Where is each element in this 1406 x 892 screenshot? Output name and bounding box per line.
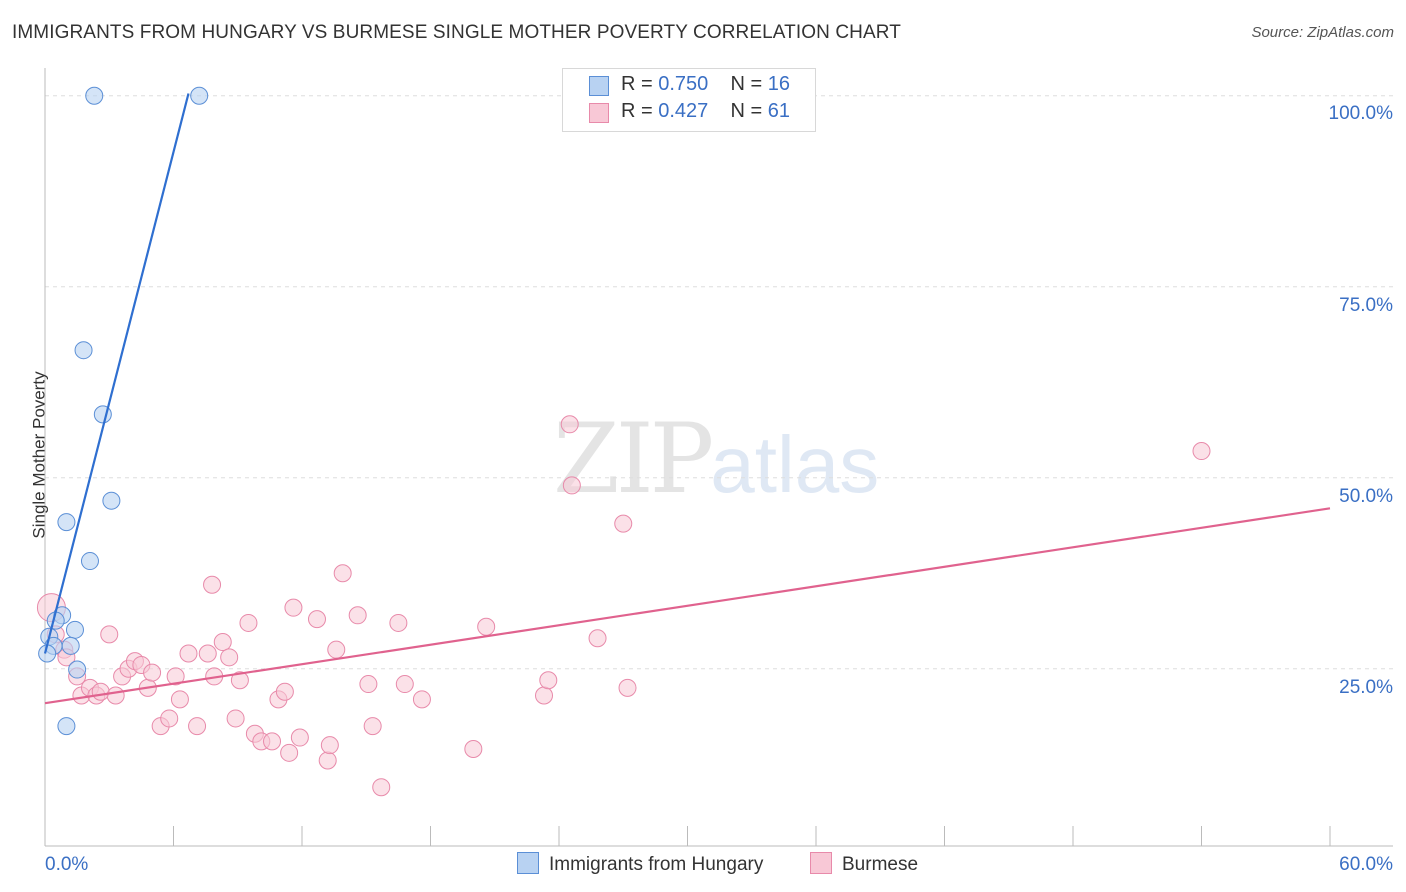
burmese-point-57 bbox=[614, 514, 633, 533]
legend-swatch-hungary bbox=[589, 76, 609, 96]
source-label: Source: ZipAtlas.com bbox=[1251, 24, 1394, 41]
burmese-point-15 bbox=[143, 663, 162, 682]
x-tick-label-0: 0.0% bbox=[45, 854, 88, 875]
burmese-points bbox=[36, 415, 1211, 797]
legend-n-label: N = bbox=[730, 100, 763, 122]
burmese-point-59 bbox=[1192, 442, 1211, 461]
burmese-point-23 bbox=[203, 575, 222, 594]
hungary-point-14 bbox=[68, 660, 87, 679]
burmese-point-52 bbox=[535, 686, 554, 705]
burmese-point-17 bbox=[160, 709, 179, 728]
burmese-point-48 bbox=[395, 675, 414, 694]
legend-r-label: R = bbox=[621, 100, 653, 122]
y-tick-label-2: 75.0% bbox=[1339, 295, 1393, 316]
hungary-point-5 bbox=[57, 513, 76, 532]
burmese-trendline bbox=[44, 507, 1331, 705]
burmese-point-44 bbox=[359, 675, 378, 694]
burmese-point-36 bbox=[284, 598, 303, 617]
burmese-point-20 bbox=[179, 644, 198, 663]
burmese-point-50 bbox=[464, 740, 483, 758]
y-tick-label-0: 25.0% bbox=[1339, 677, 1393, 698]
burmese-point-56 bbox=[588, 629, 607, 648]
burmese-point-40 bbox=[320, 736, 339, 755]
burmese-point-29 bbox=[239, 613, 258, 632]
burmese-point-18 bbox=[166, 667, 185, 686]
hungary-point-4 bbox=[102, 491, 121, 510]
legend-r-value-burmese: 0.427 bbox=[658, 100, 709, 122]
legend-n-label: N = bbox=[730, 73, 763, 95]
hungary-point-6 bbox=[80, 552, 99, 571]
burmese-point-27 bbox=[226, 709, 245, 728]
bottom-legend-swatch-hungary bbox=[517, 852, 539, 874]
legend-n-value-hungary: 16 bbox=[767, 73, 791, 95]
axes bbox=[44, 68, 1393, 847]
burmese-point-53 bbox=[539, 671, 558, 690]
legend-n-value-burmese: 61 bbox=[767, 100, 791, 122]
burmese-point-37 bbox=[290, 728, 309, 747]
burmese-point-34 bbox=[275, 682, 294, 701]
burmese-point-9 bbox=[106, 686, 125, 705]
burmese-point-51 bbox=[477, 617, 496, 636]
trendlines bbox=[43, 93, 1331, 705]
burmese-point-43 bbox=[348, 606, 367, 625]
burmese-point-8 bbox=[100, 625, 119, 644]
legend-swatch-burmese bbox=[589, 103, 609, 123]
burmese-point-54 bbox=[560, 415, 579, 434]
hungary-point-2 bbox=[74, 341, 93, 360]
legend-r-value-hungary: 0.750 bbox=[658, 73, 709, 95]
burmese-point-41 bbox=[327, 640, 346, 659]
burmese-point-58 bbox=[618, 678, 637, 697]
hungary-point-15 bbox=[57, 717, 76, 736]
burmese-point-39 bbox=[318, 751, 337, 770]
tick-labels: 25.0% 50.0% 75.0% 100.0% 0.0% 60.0% bbox=[45, 103, 1393, 875]
burmese-point-25 bbox=[213, 633, 232, 652]
burmese-point-42 bbox=[333, 564, 352, 583]
burmese-point-7 bbox=[91, 682, 110, 701]
legend-r-label: R = bbox=[621, 73, 653, 95]
burmese-point-38 bbox=[307, 610, 326, 629]
bottom-legend-burmese: Burmese bbox=[810, 852, 918, 876]
bottom-legend-hungary: Immigrants from Hungary bbox=[517, 852, 763, 876]
burmese-point-28 bbox=[230, 671, 249, 690]
burmese-point-55 bbox=[562, 476, 581, 495]
burmese-point-32 bbox=[263, 732, 282, 751]
x-tick-label-1: 60.0% bbox=[1339, 854, 1393, 875]
chart-title: IMMIGRANTS FROM HUNGARY VS BURMESE SINGL… bbox=[12, 22, 901, 43]
watermark-atlas: atlas bbox=[710, 420, 880, 509]
hungary-point-1 bbox=[190, 86, 209, 105]
burmese-point-19 bbox=[170, 690, 189, 709]
watermark: ZIPatlas bbox=[553, 403, 879, 515]
watermark-zip: ZIP bbox=[553, 403, 714, 515]
burmese-point-49 bbox=[412, 690, 431, 709]
gridlines bbox=[45, 95, 1393, 670]
burmese-point-35 bbox=[280, 743, 299, 762]
hungary-points bbox=[38, 86, 209, 736]
bottom-legend-label-hungary: Immigrants from Hungary bbox=[549, 854, 764, 875]
bottom-legend-swatch-burmese bbox=[810, 852, 832, 874]
hungary-point-12 bbox=[61, 636, 80, 655]
burmese-point-47 bbox=[389, 613, 408, 632]
correlation-legend: R = 0.750 N = 16 R = 0.427 N = 61 bbox=[562, 68, 816, 132]
y-tick-label-1: 50.0% bbox=[1339, 486, 1393, 507]
burmese-point-21 bbox=[188, 717, 207, 736]
burmese-point-46 bbox=[372, 778, 391, 797]
hungary-point-8 bbox=[65, 620, 84, 639]
burmese-point-26 bbox=[220, 648, 239, 667]
hungary-trendline bbox=[43, 93, 190, 654]
burmese-point-22 bbox=[198, 644, 217, 663]
y-axis-label: Single Mother Poverty bbox=[29, 371, 49, 539]
hungary-point-0 bbox=[85, 86, 104, 105]
y-tick-label-3: 100.0% bbox=[1329, 103, 1394, 124]
bottom-legend-label-burmese: Burmese bbox=[842, 854, 919, 875]
burmese-point-45 bbox=[363, 717, 382, 736]
